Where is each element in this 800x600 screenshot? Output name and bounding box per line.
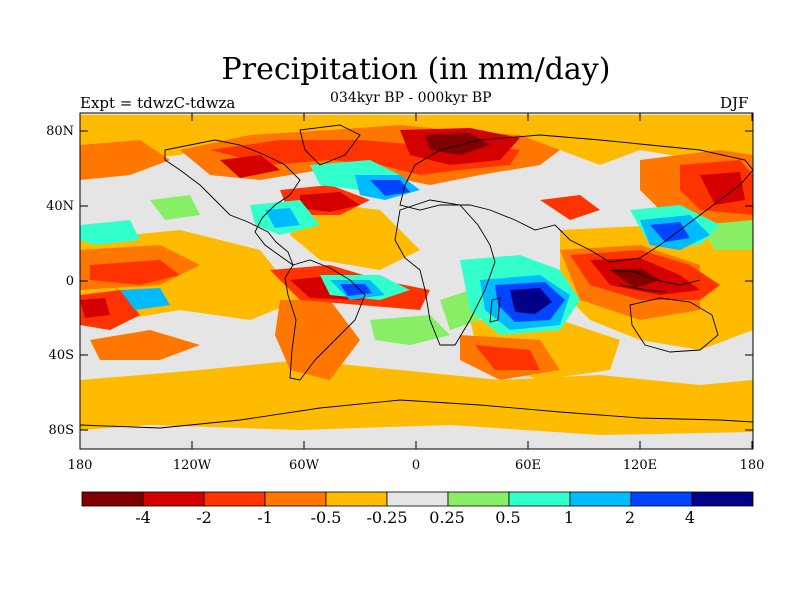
colorbar-swatch: [508, 491, 571, 507]
plot-title: Precipitation (in mm/day): [221, 52, 611, 87]
anomaly-patch: [700, 172, 745, 205]
anomaly-patch: [120, 288, 170, 310]
anomaly-patch: [90, 260, 180, 285]
colorbar-labels: -4 -2 -1 -0.5 -0.25 0.25 0.5 1 2 4: [135, 508, 695, 527]
colorbar-swatch: [264, 491, 327, 507]
lon-tick-label-60w: 60W: [289, 458, 320, 473]
colorbar-swatch: [691, 491, 754, 507]
anomaly-patch: [510, 288, 552, 314]
anomaly-patch: [265, 208, 300, 228]
colorbar-label: -1: [257, 508, 273, 527]
colorbar-label: 0.5: [495, 508, 520, 527]
colorbar: [81, 491, 754, 507]
anomaly-patch: [370, 315, 450, 345]
colorbar-label: -4: [135, 508, 151, 527]
anomaly-patch: [340, 284, 372, 296]
lon-tick-label-0: 0: [412, 458, 420, 473]
lon-tick-label-180e: 180: [740, 458, 765, 473]
lat-tick-label-40n: 40N: [46, 199, 74, 214]
colorbar-swatch: [569, 491, 632, 507]
colorbar-label: 4: [685, 508, 695, 527]
greenland-coastline: [299, 124, 361, 166]
anomaly-patch: [475, 345, 540, 370]
lat-tick-label-80n: 80N: [46, 124, 74, 139]
anomaly-patch: [540, 195, 600, 220]
colorbar-swatch: [81, 491, 144, 507]
lon-tick-label-120e: 120E: [623, 458, 657, 473]
eurasia-coastline: [399, 134, 753, 263]
anomaly-patch: [650, 222, 690, 242]
anomaly-patch: [90, 330, 200, 360]
lat-tick-label-80s: 80S: [49, 423, 74, 438]
colorbar-swatch: [630, 491, 693, 507]
colorbar-label: 1: [564, 508, 574, 527]
lon-tick-label-60e: 60E: [515, 458, 541, 473]
anomaly-patch: [80, 360, 753, 435]
anomaly-patch: [610, 268, 660, 288]
anomaly-patch: [80, 140, 170, 180]
anomaly-patch: [290, 200, 420, 270]
anomaly-patch: [370, 180, 410, 196]
plot-subtitle: 034kyr BP - 000kyr BP: [330, 90, 492, 106]
experiment-label: Expt = tdwzC-tdwza: [80, 94, 236, 112]
anomaly-patch: [150, 195, 200, 220]
colorbar-label: -2: [196, 508, 212, 527]
lat-tick-label-40s: 40S: [49, 348, 74, 363]
colorbar-swatch: [447, 491, 510, 507]
colorbar-swatch: [325, 491, 388, 507]
latitude-axis: 80N 40N 0 40S 80S: [46, 124, 753, 438]
anomaly-patch: [300, 192, 360, 212]
madagascar-coastline: [489, 297, 501, 323]
longitude-axis: 180 120W 60W 0 60E 120E 180: [68, 113, 765, 473]
colorbar-label: 2: [625, 508, 635, 527]
season-label: DJF: [720, 94, 749, 112]
lon-tick-label-180w: 180: [68, 458, 93, 473]
anomaly-patch: [220, 155, 280, 178]
anomaly-patch: [80, 220, 140, 245]
lon-tick-label-120w: 120W: [173, 458, 212, 473]
colorbar-swatch: [386, 491, 449, 507]
colorbar-swatch: [142, 491, 205, 507]
anomaly-patch: [80, 298, 110, 318]
colorbar-label: 0.25: [429, 508, 465, 527]
australia-coastline: [629, 297, 719, 353]
north-america-coastline: [164, 139, 301, 267]
colorbar-label: -0.5: [311, 508, 342, 527]
antarctica-coastline: [80, 399, 753, 429]
africa-coastline: [394, 199, 496, 346]
colorbar-swatch: [203, 491, 266, 507]
indonesia-coastline: [609, 269, 701, 293]
precipitation-anomaly-field: [80, 115, 753, 435]
coastlines: [80, 124, 753, 429]
south-america-coastline: [284, 259, 366, 381]
lat-tick-label-0: 0: [66, 274, 74, 289]
colorbar-label: -0.25: [366, 508, 407, 527]
